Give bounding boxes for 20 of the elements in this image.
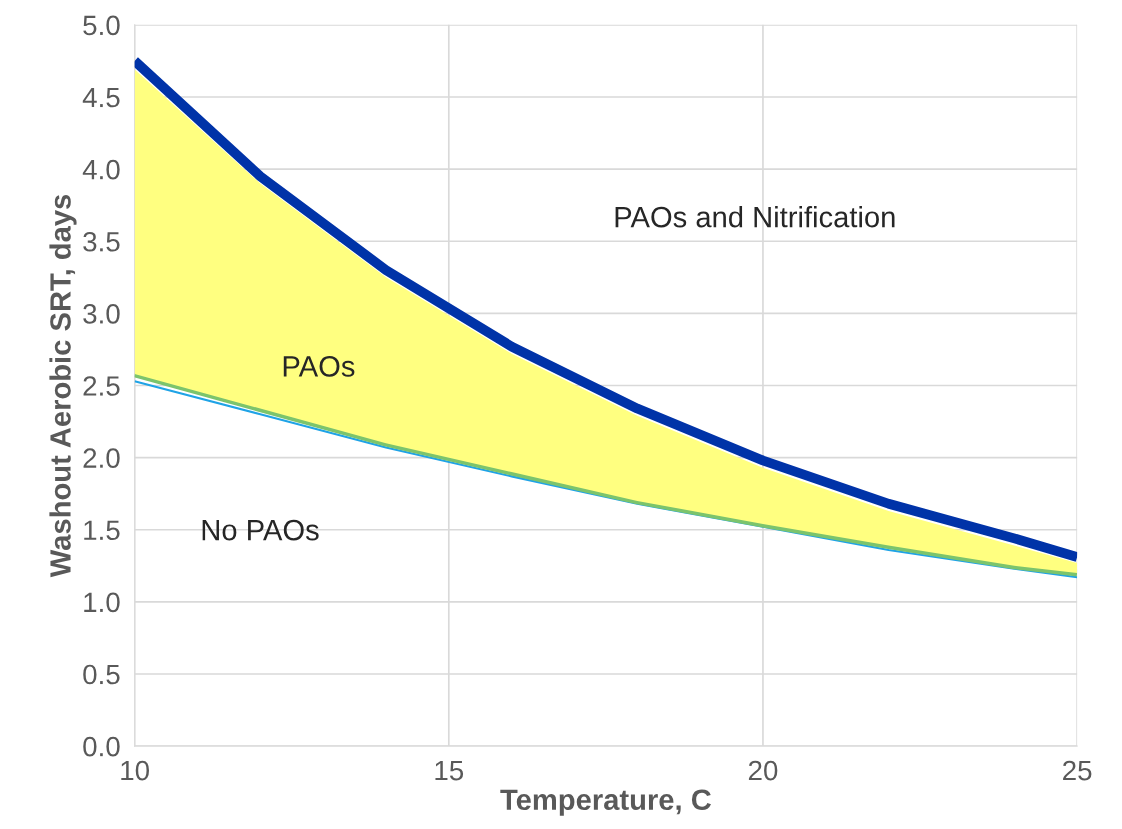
- y-tick-label: 2.0: [83, 448, 120, 468]
- y-tick-label: 0.0: [83, 736, 120, 757]
- y-tick-label: 1.0: [84, 592, 120, 613]
- x-tick-label: 20: [748, 760, 778, 781]
- x-tick-label: 15: [435, 761, 464, 781]
- annotation: No PAOs: [202, 519, 319, 541]
- y-tick-label: 2.5: [83, 376, 120, 396]
- y-axis-title: Washout Aerobic SRT, days: [49, 194, 77, 578]
- x-axis-title: Temperature, C: [500, 789, 711, 816]
- y-tick-label: 5.0: [83, 15, 120, 36]
- x-tick-label: 25: [1063, 760, 1092, 781]
- annotation: PAOs: [283, 356, 355, 377]
- y-tick-label: 1.5: [84, 520, 120, 541]
- y-tick-label: 3.0: [83, 304, 120, 324]
- y-tick-label: 3.5: [83, 231, 120, 252]
- x-tick-label: 10: [121, 760, 149, 781]
- y-tick-label: 0.5: [83, 664, 120, 685]
- annotation: PAOs and Nitrification: [615, 206, 895, 228]
- y-tick-label: 4.0: [82, 159, 120, 180]
- y-tick-label: 4.5: [82, 87, 120, 108]
